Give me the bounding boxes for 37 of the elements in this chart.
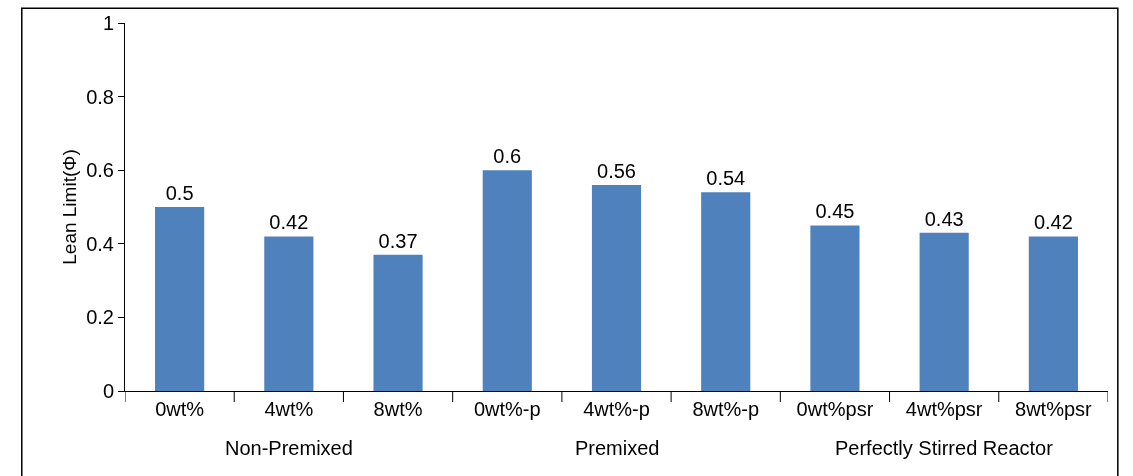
data-label: 0.54 — [706, 167, 746, 190]
x-tick-label: 8wt%-p — [692, 398, 760, 420]
bar — [810, 225, 860, 391]
data-label: 0.56 — [597, 159, 636, 182]
y-axis-title: Lean Limit(Φ) — [59, 149, 81, 265]
bar — [373, 254, 423, 391]
y-tick-label: 0.4 — [86, 232, 114, 255]
data-label: 0.43 — [924, 207, 964, 230]
x-tick-label: 0wt% — [155, 398, 205, 420]
data-label: 0.42 — [1033, 211, 1073, 234]
x-tick-label: 4wt% — [264, 398, 314, 420]
bar — [591, 184, 642, 391]
text: Premixed — [575, 437, 660, 459]
data-label: 0.5 — [165, 182, 194, 204]
text: Non-Premixed — [225, 437, 353, 459]
x-tick-label: 8wt% — [373, 398, 423, 420]
data-label: 0.6 — [493, 145, 522, 168]
bar — [155, 207, 205, 391]
x-tick-label: 8wt%psr — [1015, 398, 1093, 420]
x-tick-label: 0wt%psr — [796, 398, 874, 420]
y-tick-label: 0.2 — [86, 306, 114, 329]
text: Perfectly Stirred Reactor — [835, 437, 1054, 459]
y-tick-label: 0.6 — [86, 159, 114, 182]
bar — [1028, 236, 1078, 391]
y-tick-label: 0.8 — [86, 85, 114, 108]
y-tick-label: 0 — [102, 380, 114, 402]
data-label: 0.45 — [815, 200, 855, 223]
bar — [482, 170, 532, 391]
data-label: 0.37 — [378, 229, 418, 252]
x-tick-label: 4wt%-p — [583, 398, 650, 420]
bar — [264, 236, 314, 391]
bar — [919, 232, 969, 391]
x-tick-label: 4wt%psr — [905, 398, 983, 420]
data-label: 0.42 — [269, 211, 309, 234]
bar — [701, 192, 751, 391]
y-tick-label: 1 — [102, 12, 114, 34]
x-tick-label: 0wt%-p — [473, 398, 541, 420]
